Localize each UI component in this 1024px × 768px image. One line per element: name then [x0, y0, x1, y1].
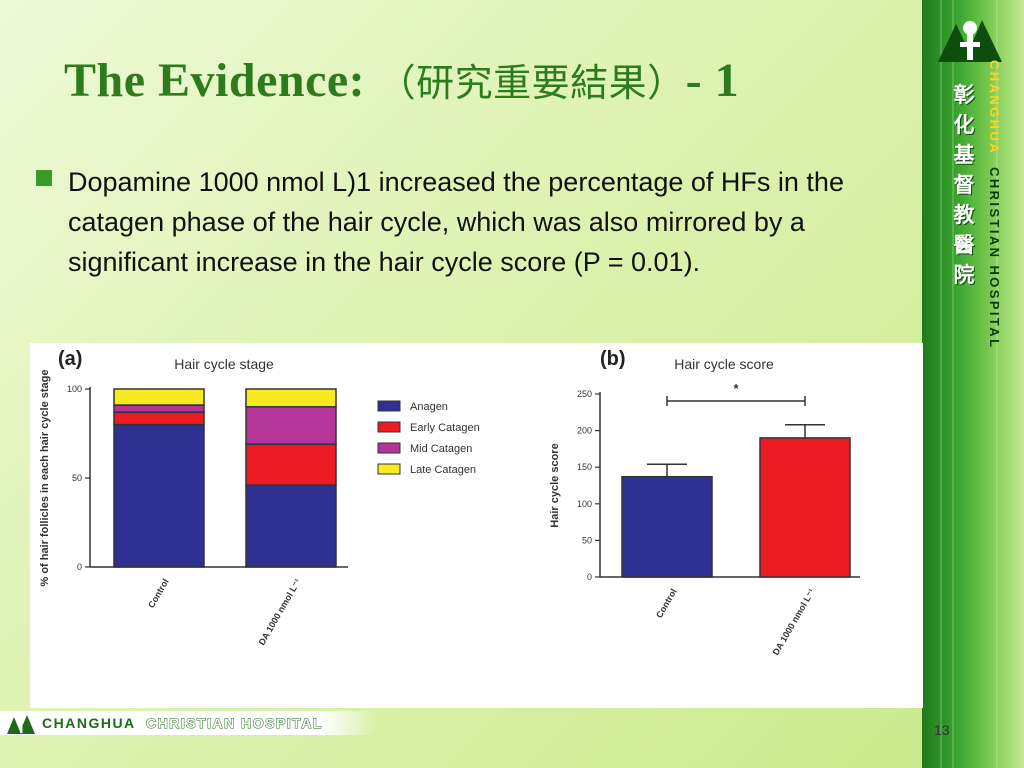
footer-logo-icon: [7, 715, 35, 734]
hospital-chinese-name: 彰化基督教醫院: [946, 80, 982, 290]
en-name-part1: CHANGHUA: [987, 60, 1002, 156]
chart-b-significance-marker: *: [733, 381, 739, 396]
hospital-english-name: CHANGHUA CHRISTIAN HOSPITAL: [987, 60, 1002, 349]
hospital-name-char: 督: [953, 173, 975, 197]
chart-a-bar-segment: [245, 388, 337, 408]
square-bullet-icon: [36, 170, 52, 186]
chart-a-bar-segment: [245, 443, 337, 486]
en-name-part2: CHRISTIAN HOSPITAL: [987, 167, 1002, 350]
chart-a-legend-label: Mid Catagen: [410, 443, 472, 455]
chart-b-y-tick-label: 50: [582, 535, 592, 545]
figure-panel: (a) Hair cycle stage % of hair follicles i…: [30, 343, 923, 708]
title-suffix: - 1: [685, 54, 740, 107]
footer-band: [0, 711, 378, 735]
hospital-name-char: 醫: [953, 233, 975, 257]
hospital-name-char: 彰: [953, 83, 975, 107]
chart-b-x-tick-label: DA 1000 nmol L⁻¹: [771, 587, 817, 657]
hospital-name-char: 教: [953, 203, 975, 227]
chart-b-y-tick-label: 100: [577, 499, 592, 509]
chart-a-bar-segment: [113, 388, 205, 406]
title-cjk: （研究重要結果）: [377, 61, 686, 105]
footer: CHANGHUA CHRISTIAN HOSPITAL: [0, 707, 922, 768]
chart-b-bar: [621, 475, 713, 578]
slide-title: The Evidence: （研究重要結果）- 1: [64, 52, 739, 108]
hospital-logo-icon: [938, 20, 1002, 62]
footer-name-part2: CHRISTIAN HOSPITAL: [146, 715, 323, 732]
chart-b-bar: [759, 437, 851, 578]
chart-a-y-label: % of hair follicles in each hair cycle s…: [39, 369, 51, 586]
figure-charts: (a) Hair cycle stage % of hair follicles i…: [39, 348, 860, 657]
chart-a-bar-segment: [245, 484, 337, 568]
chart-a-x-tick-label: Control: [146, 577, 171, 610]
chart-a-legend-label: Anagen: [410, 401, 448, 413]
chart-b-y-label: Hair cycle score: [549, 443, 561, 527]
chart-a-legend-swatch: [377, 463, 401, 475]
hospital-name-char: 院: [953, 263, 975, 287]
chart-a-legend-label: Early Catagen: [410, 422, 480, 434]
chart-b-title: Hair cycle score: [674, 356, 774, 372]
chart-a-legend-swatch: [377, 400, 401, 412]
chart-a-y-tick-label: 50: [72, 473, 82, 483]
chart-a-legend-label: Late Catagen: [410, 464, 476, 476]
chart-a-bar-segment: [113, 404, 205, 413]
chart-b-y-tick-label: 200: [577, 426, 592, 436]
chart-a-bar-segment: [245, 406, 337, 445]
chart-a-title: Hair cycle stage: [174, 356, 274, 372]
panel-label-a: (a): [58, 348, 82, 370]
chart-a-bar-segment: [113, 423, 205, 568]
footer-name-part1: CHANGHUA: [42, 715, 136, 731]
chart-a-legend-swatch: [377, 421, 401, 433]
chart-a-bar-segment: [113, 411, 205, 426]
bullet-text: Dopamine 1000 nmol L)1 increased the per…: [68, 167, 844, 277]
chart-b-x-tick-label: Control: [654, 587, 679, 620]
chart-a-y-tick-label: 0: [77, 562, 82, 572]
hospital-name-char: 化: [953, 113, 975, 137]
chart-b-y-tick-label: 0: [587, 572, 592, 582]
chart-a-y-tick-label: 100: [67, 384, 82, 394]
chart-b-y-tick-label: 150: [577, 462, 592, 472]
chart-a-x-tick-label: DA 1000 nmol L⁻¹: [257, 577, 303, 647]
panel-label-b: (b): [600, 348, 626, 370]
chart-b-y-tick-label: 250: [577, 389, 592, 399]
title-en: The Evidence:: [64, 54, 366, 107]
chart-a-legend-swatch: [377, 442, 401, 454]
hospital-sidebar: 彰化基督教醫院: [922, 0, 1024, 768]
hospital-name-char: 基: [953, 143, 975, 167]
page-number: 13: [934, 722, 950, 738]
